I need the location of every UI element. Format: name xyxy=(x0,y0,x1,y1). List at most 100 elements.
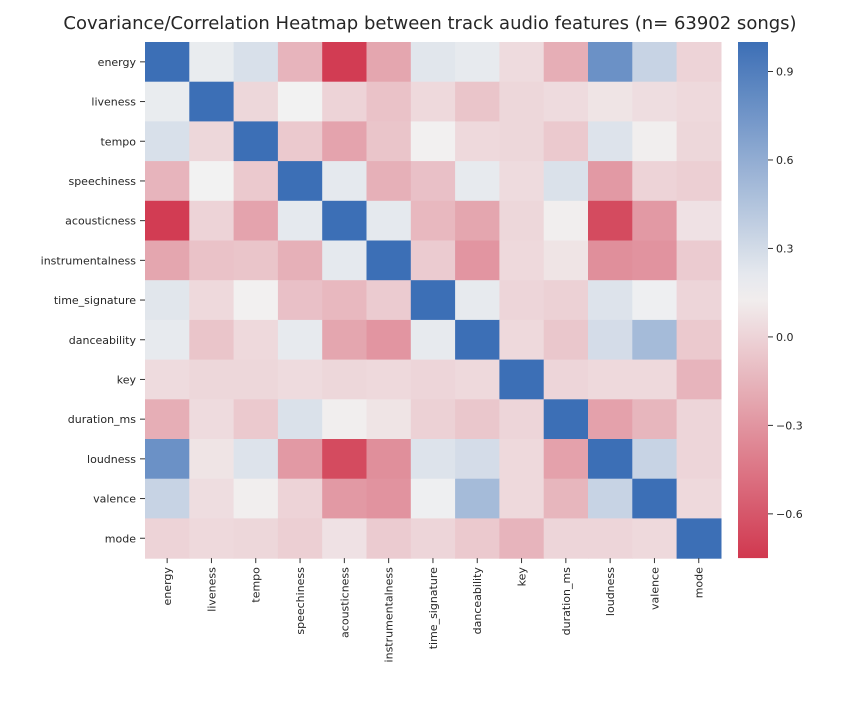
heatmap-cell xyxy=(588,518,633,559)
colorbar-gradient xyxy=(738,42,768,559)
heatmap-cell xyxy=(410,240,456,281)
heatmap-cell xyxy=(322,280,368,321)
heatmap-cell xyxy=(189,359,235,400)
heatmap-cell xyxy=(676,200,722,242)
heatmap-cell xyxy=(277,240,323,281)
heatmap-cell xyxy=(410,200,456,242)
heatmap-cell xyxy=(322,81,368,122)
heatmap-cell xyxy=(455,518,500,559)
heatmap-cell xyxy=(455,399,500,440)
heatmap-cell xyxy=(455,81,500,122)
heatmap-cell xyxy=(366,240,412,281)
heatmap-cell xyxy=(455,42,500,83)
heatmap-cell xyxy=(322,240,368,281)
y-tick-label: valence xyxy=(93,493,136,506)
y-tick-label: liveness xyxy=(91,96,136,109)
heatmap-cell xyxy=(588,478,633,519)
colorbar-tick-label: 0.0 xyxy=(776,331,794,344)
heatmap-cell xyxy=(543,280,589,321)
x-tick-label: mode xyxy=(693,567,706,598)
heatmap-cell xyxy=(543,81,589,122)
y-tick-label: speechiness xyxy=(68,175,136,188)
heatmap-cell xyxy=(632,399,678,440)
heatmap-cell xyxy=(233,42,279,83)
heatmap-cell xyxy=(676,280,722,321)
y-tick-label: acousticness xyxy=(65,215,136,228)
heatmap-cell xyxy=(322,359,368,400)
x-tick-label: time_signature xyxy=(427,567,440,649)
heatmap-cell xyxy=(410,319,456,361)
y-axis-tick-labels: energy liveness tempo speechiness acousticne… xyxy=(41,56,145,545)
heatmap-cell xyxy=(499,319,545,361)
heatmap-cell xyxy=(543,439,589,480)
heatmap-cell xyxy=(145,319,190,361)
heatmap-cell xyxy=(277,518,323,559)
heatmap-cell xyxy=(277,81,323,122)
heatmap-cell xyxy=(145,399,190,440)
heatmap-cell xyxy=(499,280,545,321)
heatmap-cell xyxy=(676,439,722,480)
heatmap-cell xyxy=(410,280,456,321)
heatmap-cell xyxy=(233,280,279,321)
heatmap-cell xyxy=(632,42,678,83)
heatmap-cell xyxy=(499,359,545,400)
x-tick-label: acousticness xyxy=(338,567,351,638)
y-tick-label: tempo xyxy=(100,135,136,148)
heatmap-cell xyxy=(322,399,368,440)
heatmap-cell xyxy=(499,81,545,122)
heatmap-cell xyxy=(632,478,678,519)
y-tick-label: loudness xyxy=(87,453,136,466)
heatmap-cell xyxy=(410,478,456,519)
heatmap-cell xyxy=(277,200,323,242)
heatmap-cell xyxy=(233,478,279,519)
heatmap-cell xyxy=(676,121,722,162)
heatmap-cell xyxy=(322,439,368,480)
heatmap-cell xyxy=(632,319,678,361)
heatmap-cell xyxy=(632,439,678,480)
heatmap-cells xyxy=(145,42,722,559)
colorbar-tick-label: 0.3 xyxy=(776,242,794,255)
x-tick-label: danceability xyxy=(471,567,484,635)
y-tick-label: instrumentalness xyxy=(41,254,137,267)
heatmap-cell xyxy=(499,518,545,559)
heatmap-cell xyxy=(277,399,323,440)
heatmap-cell xyxy=(145,200,190,242)
heatmap-cell xyxy=(543,359,589,400)
heatmap-cell xyxy=(277,359,323,400)
heatmap-cell xyxy=(145,280,190,321)
heatmap-cell xyxy=(277,439,323,480)
heatmap-cell xyxy=(322,200,368,242)
heatmap-cell xyxy=(455,280,500,321)
heatmap-cell xyxy=(543,200,589,242)
heatmap-cell xyxy=(145,240,190,281)
heatmap-cell xyxy=(543,240,589,281)
heatmap-cell xyxy=(189,161,235,202)
heatmap-cell xyxy=(676,478,722,519)
heatmap-cell xyxy=(455,200,500,242)
heatmap-cell xyxy=(632,161,678,202)
heatmap-cell xyxy=(632,81,678,122)
colorbar-tick-label: −0.6 xyxy=(776,508,803,521)
heatmap-cell xyxy=(410,518,456,559)
heatmap-cell xyxy=(366,121,412,162)
heatmap-cell xyxy=(632,200,678,242)
heatmap-cell xyxy=(410,161,456,202)
heatmap-cell xyxy=(366,81,412,122)
y-tick-label: energy xyxy=(98,56,137,69)
heatmap-cell xyxy=(455,319,500,361)
x-tick-label: instrumentalness xyxy=(383,567,396,663)
heatmap-cell xyxy=(410,439,456,480)
heatmap-cell xyxy=(366,518,412,559)
heatmap-cell xyxy=(410,121,456,162)
heatmap-cell xyxy=(588,439,633,480)
heatmap-cell xyxy=(322,319,368,361)
heatmap-cell xyxy=(543,518,589,559)
heatmap-cell xyxy=(588,319,633,361)
heatmap-cell xyxy=(366,439,412,480)
heatmap-cell xyxy=(233,81,279,122)
heatmap-cell xyxy=(499,478,545,519)
x-axis-tick-labels: energy liveness tempo speechiness acousticne… xyxy=(161,558,706,662)
heatmap-cell xyxy=(189,518,235,559)
heatmap-cell xyxy=(455,161,500,202)
